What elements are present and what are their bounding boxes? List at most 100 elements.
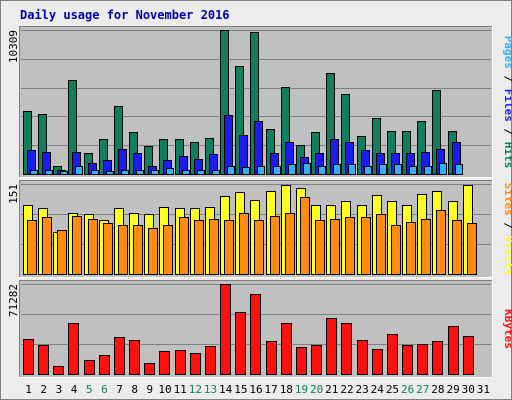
bar-kbytes-day-12 xyxy=(190,353,201,375)
bar-sites-day-7 xyxy=(118,225,128,275)
bar-pages-day-20 xyxy=(318,166,326,175)
bar-sites-day-29 xyxy=(452,220,462,275)
bar-sites-day-10 xyxy=(163,225,173,275)
x-tick-day-21: 21 xyxy=(325,383,338,396)
series-sites xyxy=(27,197,477,275)
series-pages xyxy=(30,163,463,175)
panel-legend-label: Pages / Files / Hits xyxy=(502,36,512,169)
y-axis-max-label: 71282 xyxy=(7,284,20,317)
legend-part: Visits xyxy=(502,236,512,276)
bar-kbytes-day-13 xyxy=(205,346,216,375)
bar-sites-day-4 xyxy=(72,216,82,275)
bar-sites-day-8 xyxy=(133,225,143,275)
bar-kbytes-day-15 xyxy=(235,312,246,375)
x-tick-day-4: 4 xyxy=(71,383,78,396)
x-tick-day-30: 30 xyxy=(462,383,475,396)
bar-pages-day-12 xyxy=(197,170,205,175)
x-tick-day-14: 14 xyxy=(219,383,233,396)
panel-3: 71282 KBytes xyxy=(7,280,512,378)
x-tick-day-2: 2 xyxy=(40,383,47,396)
bar-pages-day-3 xyxy=(60,171,68,175)
bar-pages-day-23 xyxy=(364,166,372,175)
bar-kbytes-day-16 xyxy=(250,294,261,375)
bar-kbytes-day-6 xyxy=(99,355,110,375)
bar-sites-day-19 xyxy=(300,197,310,275)
legend-part: / xyxy=(502,69,512,89)
bar-sites-day-1 xyxy=(27,220,37,275)
chart-panels: 10309 Pages / Files / Hits 151 Sites / Visi… xyxy=(7,26,512,378)
bar-pages-day-15 xyxy=(242,167,250,175)
x-tick-day-16: 16 xyxy=(249,383,262,396)
bar-sites-day-9 xyxy=(148,228,158,275)
bar-kbytes-day-8 xyxy=(129,340,140,375)
x-tick-day-5: 5 xyxy=(86,383,93,396)
bar-kbytes-day-30 xyxy=(463,336,474,375)
bar-sites-day-20 xyxy=(315,220,325,275)
bar-pages-day-29 xyxy=(455,164,463,175)
bar-kbytes-day-7 xyxy=(114,337,125,375)
bar-pages-day-4 xyxy=(75,166,83,175)
bar-kbytes-day-2 xyxy=(38,345,49,375)
bar-pages-day-11 xyxy=(182,170,190,175)
x-tick-day-19: 19 xyxy=(295,383,308,396)
panel-1: 10309 Pages / Files / Hits xyxy=(7,26,512,178)
bar-kbytes-day-5 xyxy=(84,360,95,375)
x-tick-day-10: 10 xyxy=(158,383,171,396)
bar-sites-day-15 xyxy=(239,213,249,275)
bar-kbytes-day-25 xyxy=(387,334,398,375)
bar-kbytes-day-26 xyxy=(402,345,413,375)
bar-sites-day-26 xyxy=(406,222,416,275)
x-tick-day-25: 25 xyxy=(386,383,399,396)
bar-pages-day-18 xyxy=(288,164,296,175)
bar-sites-day-25 xyxy=(391,225,401,275)
x-tick-day-31: 31 xyxy=(477,383,490,396)
panel-2: 151 Sites / Visits xyxy=(7,180,512,278)
x-tick-day-13: 13 xyxy=(204,383,217,396)
legend-part: Pages xyxy=(502,36,512,69)
bar-kbytes-day-29 xyxy=(448,326,459,375)
bar-sites-day-18 xyxy=(285,213,295,275)
bar-pages-day-6 xyxy=(106,171,114,175)
bar-sites-day-28 xyxy=(436,210,446,275)
x-tick-day-3: 3 xyxy=(56,383,63,396)
bar-kbytes-day-28 xyxy=(432,341,443,375)
bar-kbytes-day-4 xyxy=(68,323,79,375)
x-tick-day-11: 11 xyxy=(174,383,187,396)
bar-pages-day-21 xyxy=(333,164,341,175)
bar-kbytes-day-1 xyxy=(23,339,34,375)
bar-sites-day-3 xyxy=(57,230,67,275)
x-tick-day-23: 23 xyxy=(356,383,369,396)
x-tick-day-18: 18 xyxy=(280,383,293,396)
bar-sites-day-23 xyxy=(361,217,371,275)
bar-sites-day-22 xyxy=(345,217,355,275)
x-tick-day-12: 12 xyxy=(189,383,202,396)
bar-sites-day-27 xyxy=(421,219,431,275)
panel-legend-label: KBytes xyxy=(502,309,512,349)
x-tick-day-26: 26 xyxy=(401,383,414,396)
x-tick-day-15: 15 xyxy=(234,383,247,396)
legend-part: / xyxy=(502,122,512,142)
bar-pages-day-9 xyxy=(151,170,159,175)
bar-sites-day-2 xyxy=(42,217,52,275)
bar-kbytes-day-24 xyxy=(372,349,383,375)
bar-pages-day-2 xyxy=(45,170,53,175)
x-tick-day-7: 7 xyxy=(116,383,123,396)
bar-kbytes-day-22 xyxy=(341,323,352,375)
x-tick-day-6: 6 xyxy=(101,383,108,396)
bar-sites-day-14 xyxy=(224,220,234,275)
bar-pages-day-19 xyxy=(303,163,311,175)
x-tick-day-22: 22 xyxy=(340,383,353,396)
x-axis-tick-labels: 1 2 3 4 5 6 7 8 9 10 11 12 13 14 15 16 17 18 19 20 21 22 23 24 2… xyxy=(25,383,490,396)
bar-pages-day-16 xyxy=(257,166,265,175)
bar-sites-day-30 xyxy=(467,223,477,275)
bar-sites-day-24 xyxy=(376,214,386,275)
bar-kbytes-day-23 xyxy=(357,340,368,375)
x-tick-day-9: 9 xyxy=(147,383,154,396)
bar-kbytes-day-10 xyxy=(159,351,170,375)
bar-pages-day-14 xyxy=(227,166,235,175)
x-tick-day-27: 27 xyxy=(416,383,429,396)
y-axis-max-label: 10309 xyxy=(7,30,20,63)
x-tick-day-1: 1 xyxy=(25,383,32,396)
bar-pages-day-25 xyxy=(394,164,402,175)
